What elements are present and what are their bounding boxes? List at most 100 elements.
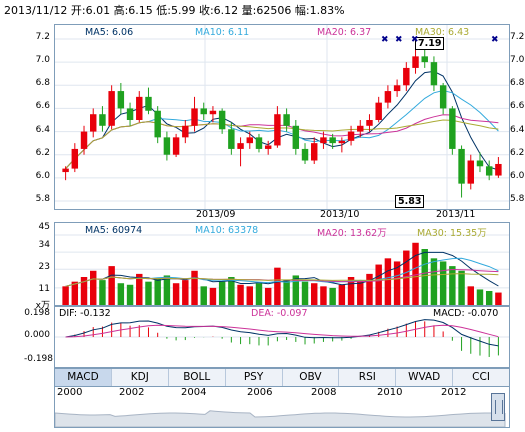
- timeline-navigator[interactable]: 2000 2002 2004 2006 2008 2010 2012: [54, 386, 510, 428]
- tab-kdj[interactable]: KDJ: [112, 369, 169, 386]
- timeline-year: 2004: [181, 387, 207, 398]
- macd-y-tick: 0.198: [24, 308, 50, 318]
- volume-bar: [301, 281, 309, 305]
- tab-boll[interactable]: BOLL: [169, 369, 226, 386]
- candle-body: [439, 85, 447, 109]
- tab-cci[interactable]: CCI: [472, 371, 490, 383]
- volume-bar: [357, 280, 364, 305]
- grip-icon: [495, 400, 503, 414]
- volume-bar: [209, 287, 217, 305]
- candle-body: [292, 125, 300, 149]
- candle-body: [449, 108, 456, 149]
- volume-bar: [320, 286, 327, 305]
- marker-icon: ✖: [491, 35, 499, 45]
- vol-unit-label: x万: [35, 301, 50, 311]
- candle-body: [90, 114, 97, 132]
- macd-legend: MACD: -0.070: [433, 308, 499, 319]
- volume-bar: [311, 283, 318, 305]
- candle-body: [320, 137, 327, 144]
- timeline-year: 2006: [247, 387, 273, 398]
- timeline-year: 2002: [119, 387, 145, 398]
- candle-body: [485, 166, 493, 176]
- tab-obv[interactable]: OBV: [283, 369, 340, 386]
- candle-body: [467, 160, 474, 184]
- tab-psy[interactable]: PSY: [226, 369, 283, 386]
- volume-bar: [347, 277, 355, 305]
- price-y-tick-right: 6.2: [510, 147, 525, 158]
- volume-bar: [99, 280, 106, 305]
- ma30-line: [65, 119, 499, 169]
- volume-bar: [218, 281, 226, 305]
- candle-body: [375, 102, 382, 120]
- candle-body: [366, 120, 373, 126]
- vol-ma10-legend: MA10: 63378: [195, 225, 259, 236]
- candle-body: [283, 114, 290, 126]
- volume-bar: [71, 281, 79, 305]
- timeline-year: 2008: [311, 387, 337, 398]
- macd-y-tick: -0.198: [24, 354, 54, 364]
- candle-body: [264, 145, 272, 149]
- candle-body: [99, 114, 106, 126]
- candle-body: [136, 96, 143, 120]
- volume-bar: [329, 287, 336, 305]
- dea-line: [65, 324, 499, 338]
- price-y-tick-right: 6.6: [510, 101, 525, 112]
- price-y-tick-right: 6.8: [510, 78, 525, 89]
- volume-bar: [375, 264, 382, 305]
- candle-body: [301, 148, 309, 161]
- candle-body: [412, 56, 419, 68]
- candle-body: [274, 114, 281, 146]
- candle-body: [403, 67, 410, 86]
- volume-bar: [495, 292, 502, 305]
- timeline-overview-chart: [55, 410, 506, 427]
- timeline-year: 2000: [57, 387, 83, 398]
- candle-body: [145, 96, 152, 111]
- price-y-tick-right: 7.0: [510, 55, 525, 66]
- price-y-tick: 7.2: [35, 32, 50, 42]
- candle-body: [182, 125, 189, 138]
- volume-bar: [90, 270, 97, 305]
- candle-body: [154, 110, 161, 138]
- tab-rsi[interactable]: RSI: [339, 369, 397, 386]
- price-y-tick-right: 7.2: [510, 32, 525, 42]
- volume-bar: [467, 286, 474, 305]
- indicator-tabs: MACD KDJ BOLL PSY OBV RSI WVAD CCI: [54, 368, 510, 387]
- volume-bar: [200, 286, 207, 305]
- tab-macd[interactable]: MACD: [55, 369, 112, 386]
- timeline-handle[interactable]: [491, 393, 505, 421]
- volume-bar: [283, 280, 290, 305]
- volume-bar: [274, 267, 281, 305]
- volume-ma30-line: [65, 273, 499, 287]
- timeline-year: 2012: [441, 387, 467, 398]
- volume-chart: [55, 234, 509, 305]
- candle-body: [172, 137, 180, 155]
- volume-bar: [237, 284, 244, 305]
- volume-chart-panel: MA5: 60974 MA10: 63378 MA20: 13.62万 MA30…: [54, 222, 510, 306]
- candle-body: [163, 137, 171, 155]
- candle-body: [209, 110, 217, 115]
- quote-header: 2013/11/12 开:6.01 高:6.15 低:5.99 收:6.12 量…: [4, 4, 345, 17]
- volume-bar: [108, 266, 115, 305]
- volume-bar: [439, 261, 447, 305]
- candle-body: [246, 137, 253, 144]
- macd-y-tick: 0.000: [24, 330, 50, 340]
- price-y-tick: 6.2: [35, 147, 50, 158]
- vol-y-tick: 34: [38, 240, 50, 250]
- price-y-tick-right: 6.0: [510, 170, 525, 181]
- marker-icon: ✖: [381, 35, 389, 45]
- volume-bar: [384, 258, 392, 305]
- date-label: 2013/10: [320, 209, 360, 220]
- volume-bar: [154, 278, 161, 305]
- macd-chart: [55, 319, 509, 357]
- candle-body: [71, 148, 79, 169]
- tab-wvad[interactable]: WVAD: [396, 369, 454, 386]
- vol-ma30-legend: MA30: 15.35万: [417, 228, 487, 239]
- dif-line: [65, 319, 499, 347]
- candle-body: [476, 160, 484, 167]
- candle-body: [495, 163, 502, 176]
- max-price-label: 7.19: [415, 37, 445, 50]
- dif-legend: DIF: -0.132: [59, 308, 111, 319]
- price-y-tick-right: 5.8: [510, 194, 525, 204]
- marker-icon: ✖: [395, 35, 403, 45]
- volume-bar: [292, 275, 300, 305]
